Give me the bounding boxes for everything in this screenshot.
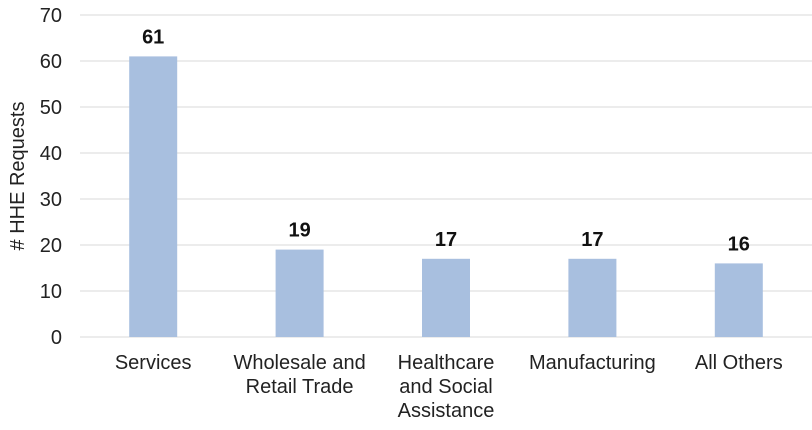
y-tick-label: 0 <box>51 327 62 349</box>
y-axis-title: # HHE Requests <box>7 102 29 251</box>
y-tick-label: 20 <box>40 235 62 257</box>
bars <box>129 56 763 338</box>
x-category-label: Healthcare and Social Assistance <box>398 352 495 422</box>
bar-value-label: 19 <box>288 220 310 242</box>
y-tick-label: 10 <box>40 281 62 303</box>
bar <box>714 263 763 337</box>
x-category-label: All Others <box>695 352 783 374</box>
y-tick-label: 70 <box>40 5 62 27</box>
y-tick-label: 40 <box>40 143 62 165</box>
bar <box>129 56 178 338</box>
bar-value-label: 17 <box>435 229 457 251</box>
x-category-label: Wholesale and Retail Trade <box>233 352 365 398</box>
data-labels: 61 19 17 17 16 <box>142 26 750 255</box>
x-category-label: Services <box>115 352 192 374</box>
bar-value-label: 17 <box>581 229 603 251</box>
bar-value-label: 16 <box>728 233 750 255</box>
bar-value-label: 61 <box>142 26 164 48</box>
bar <box>275 249 324 337</box>
y-tick-label: 50 <box>40 97 62 119</box>
y-tick-label: 60 <box>40 51 62 73</box>
y-tick-label: 30 <box>40 189 62 211</box>
category-labels: Services Wholesale and Retail Trade Healthc… <box>115 352 783 422</box>
bar <box>422 258 470 337</box>
x-category-label: Manufacturing <box>529 352 656 374</box>
bar <box>568 258 617 337</box>
y-axis-ticks: 0 10 20 30 40 50 60 70 <box>40 5 62 349</box>
gridlines <box>80 14 812 338</box>
